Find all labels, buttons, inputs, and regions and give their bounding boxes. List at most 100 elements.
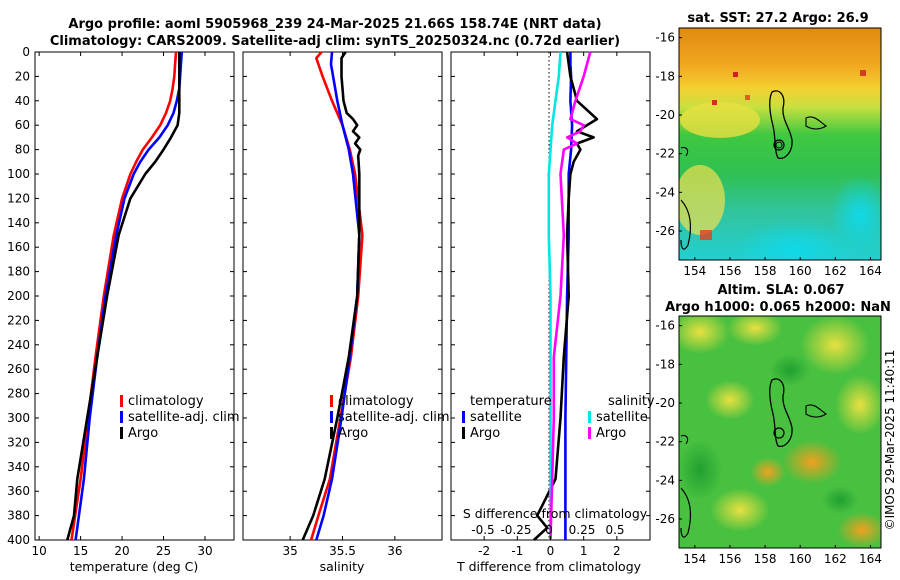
depth-tick-label: 220	[7, 313, 30, 327]
depth-tick-label: 40	[15, 94, 30, 108]
difference-series	[533, 51, 599, 541]
lon-tick-label: 154	[683, 552, 706, 566]
temperature-xlabel: temperature (deg C)	[70, 559, 199, 574]
depth-tick-label: 320	[7, 435, 30, 449]
depth-tick-label: 260	[7, 362, 30, 376]
legend-swatch-argo	[120, 427, 123, 439]
temperature-series	[66, 51, 184, 541]
lon-tick-label: 158	[754, 552, 777, 566]
lat-tick-label: -18	[655, 69, 675, 83]
depth-tick-label: 200	[7, 289, 30, 303]
legend-swatch-climatology	[120, 395, 123, 407]
lat-tick-label: -22	[655, 147, 675, 161]
depth-tick-label: 120	[7, 191, 30, 205]
x-tick-label: 35	[282, 544, 297, 558]
series-line-argo	[301, 51, 362, 541]
sst-map-title: sat. SST: 27.2 Argo: 26.9	[687, 11, 868, 26]
series-line-s-argo	[549, 51, 592, 541]
temperature-panel-frame	[34, 51, 235, 541]
depth-tick-label: 360	[7, 484, 30, 498]
x-tick-label: 30	[197, 544, 212, 558]
series-line-t-argo	[533, 51, 599, 541]
x-tick-label: 0	[547, 544, 555, 558]
legend-label: Argo	[470, 426, 500, 441]
salinity-x-axis: 35 35.5 36	[282, 52, 403, 558]
lat-tick-label: -18	[655, 357, 675, 371]
difference-xlabel: T difference from climatology	[456, 559, 642, 574]
difference-legend: temperature satellite Argo salinity sate…	[462, 394, 655, 441]
lon-tick-label: 154	[683, 264, 706, 278]
lon-tick-label: 162	[824, 264, 847, 278]
x-tick-label: 35.5	[329, 544, 356, 558]
depth-tick-label: 180	[7, 265, 30, 279]
lat-tick-label: -22	[655, 435, 675, 449]
sla-map-axes: -16 -18 -20 -22 -24 -26 154 156 158 160 162 164	[655, 319, 882, 566]
x-tick-label: 10	[32, 544, 47, 558]
legend-label: Argo	[596, 426, 626, 441]
depth-axis: 0 20 40 60 80 100 120 140 160 180 200 220 240 260 280 3…	[7, 45, 650, 547]
temperature-x-axis: 10 15 20 25 30	[32, 52, 213, 558]
x-tick-label: 1	[580, 544, 588, 558]
series-line-satellite-adj-clim	[74, 51, 184, 541]
difference-x-axis: -2 -1 0 1 2	[478, 52, 621, 558]
series-line-climatology	[70, 51, 178, 541]
s-difference-label: S difference from climatology	[463, 506, 648, 521]
x-tick-label: 36	[387, 544, 402, 558]
depth-tick-label: 60	[15, 118, 30, 132]
lon-tick-label: 164	[859, 552, 882, 566]
legend-swatch-s-argo	[588, 427, 591, 439]
legend-label: satellite-adj. clim	[338, 410, 450, 425]
x-tick-label: 25	[156, 544, 171, 558]
lat-tick-label: -26	[655, 224, 675, 238]
s-tick-label: 0.25	[569, 523, 596, 537]
legend-swatch-s-satellite	[588, 411, 591, 423]
series-line-climatology	[309, 51, 364, 541]
legend-label: satellite-adj. clim	[128, 410, 240, 425]
s-difference-ticks: -0.5 -0.25 0 0.25 0.5	[471, 523, 624, 537]
depth-tick-label: 240	[7, 338, 30, 352]
legend-label: satellite	[470, 410, 522, 425]
x-tick-label: 2	[613, 544, 621, 558]
s-tick-label: -0.5	[471, 523, 494, 537]
legend-swatch-argo	[330, 427, 333, 439]
legend-label: Argo	[128, 426, 158, 441]
argo-location-marker	[775, 141, 783, 149]
legend-label: climatology	[128, 394, 204, 409]
legend-label: Argo	[338, 426, 368, 441]
x-tick-label: 15	[73, 544, 88, 558]
sst-map-image	[679, 28, 881, 260]
legend-swatch-satellite	[120, 411, 123, 423]
lat-tick-label: -24	[655, 473, 675, 487]
sla-map-subtitle: Argo h1000: 0.065 h2000: NaN	[665, 300, 891, 315]
temperature-legend: climatology satellite-adj. clim Argo	[120, 394, 240, 441]
lat-tick-label: -24	[655, 185, 675, 199]
legend-label: climatology	[338, 394, 414, 409]
sst-map-axes: -16 -18 -20 -22 -24 -26 154 156 158 160 162 164	[655, 31, 882, 278]
lon-tick-label: 162	[824, 552, 847, 566]
series-line-s-satellite	[547, 51, 562, 540]
lat-tick-label: -16	[655, 31, 675, 45]
sla-map-image	[679, 316, 881, 548]
chart-title-line2: Climatology: CARS2009. Satellite-adj cli…	[50, 34, 620, 49]
salinity-series	[301, 51, 364, 541]
depth-tick-label: 300	[7, 411, 30, 425]
lon-tick-label: 158	[754, 264, 777, 278]
series-line-satellite-adj-clim	[315, 51, 361, 541]
lat-tick-label: -20	[655, 396, 675, 410]
lon-tick-label: 156	[718, 264, 741, 278]
lat-tick-label: -20	[655, 108, 675, 122]
lon-tick-label: 164	[859, 264, 882, 278]
legend-title-salinity: salinity	[608, 394, 655, 409]
series-line-argo	[66, 52, 181, 541]
x-tick-label: 20	[114, 544, 129, 558]
salinity-xlabel: salinity	[320, 559, 365, 574]
chart-title-line1: Argo profile: aoml 5905968_239 24-Mar-20…	[68, 17, 601, 32]
depth-tick-label: 280	[7, 387, 30, 401]
lon-tick-label: 160	[789, 264, 812, 278]
lat-tick-label: -26	[655, 512, 675, 526]
x-tick-label: -2	[478, 544, 490, 558]
depth-tick-label: 400	[7, 533, 30, 547]
legend-label: satellite	[596, 410, 648, 425]
legend-swatch-satellite	[330, 411, 333, 423]
depth-tick-label: 0	[22, 45, 30, 59]
